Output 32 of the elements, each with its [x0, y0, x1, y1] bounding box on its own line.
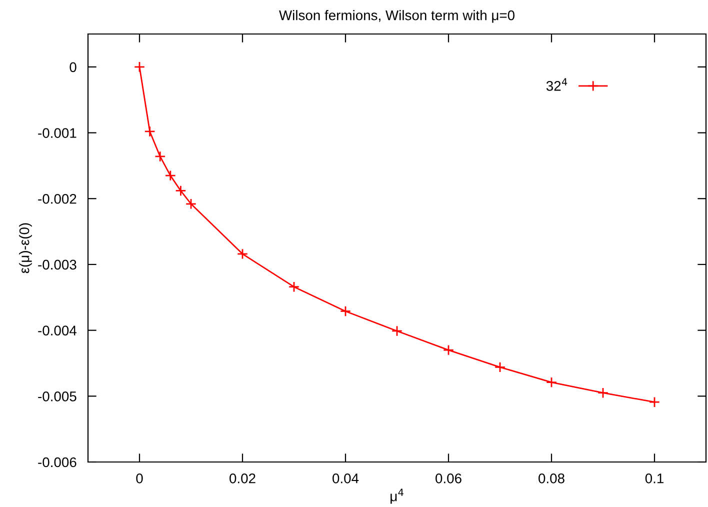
point [442, 344, 454, 356]
y-tick-label: -0.004 [38, 326, 76, 336]
point [391, 325, 403, 337]
y-tick-label: -0.002 [38, 194, 76, 204]
point [144, 126, 156, 138]
y-tick-label: -0.006 [38, 457, 76, 468]
x-tick-label: 0 [136, 473, 143, 484]
x-axis-title: μ$^{4}$ [390, 488, 404, 504]
x-tick-label: 0.1 [645, 473, 664, 484]
point [134, 61, 146, 72]
point [288, 281, 300, 292]
y-tick-label: -0.003 [38, 260, 76, 270]
x-tick-label: 0.06 [436, 473, 462, 484]
point [546, 376, 558, 388]
point [154, 150, 166, 162]
x-tick-label: 0.04 [332, 473, 359, 484]
point [236, 248, 248, 260]
point [164, 170, 176, 182]
x-tick-label: 0.02 [230, 473, 256, 484]
y-tick-label: 0 [70, 62, 76, 72]
y-tick-label: -0.005 [38, 391, 76, 402]
x-tick-label: 0.08 [538, 473, 564, 484]
point [175, 185, 186, 196]
point [340, 306, 352, 317]
point [494, 362, 506, 373]
chart-title: Wilson fermions, Wilson term with μ=0 [279, 10, 514, 23]
point [597, 387, 609, 398]
y-tick-label: -0.001 [38, 128, 76, 138]
legend-label: 32$^{4}$ [546, 78, 568, 91]
y-axis-title: ε(μ)-ε(0) [19, 223, 32, 274]
point [648, 396, 660, 408]
point [185, 198, 197, 210]
